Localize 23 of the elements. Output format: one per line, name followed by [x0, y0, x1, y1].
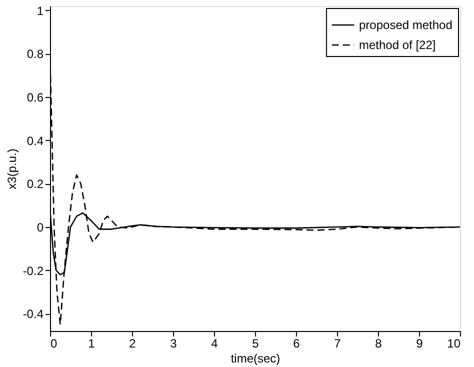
y-axis-title: x3(p.u.): [4, 148, 19, 190]
y-tick-label: 0.8: [26, 47, 44, 62]
x-tick-label: 9: [416, 336, 424, 350]
x-tick-label: 2: [129, 336, 136, 350]
x-axis-title: time(sec): [230, 352, 280, 366]
x-tick-label: 5: [252, 336, 260, 350]
x-tick-label: 6: [293, 336, 300, 350]
x-tick-label: 8: [375, 336, 382, 350]
x-tick-label: 3: [170, 336, 178, 350]
x-tick-label: 10: [447, 336, 461, 350]
x-tick-label: 0: [50, 336, 58, 350]
x-tick-label: 4: [211, 336, 218, 350]
x-tick-label: 1: [88, 336, 96, 350]
y-tick-label: -0.4: [22, 307, 44, 322]
y-tick-label: 1: [36, 4, 44, 18]
y-tick-label: 0: [36, 220, 44, 234]
legend-label: proposed method: [359, 18, 452, 32]
y-tick-label: 0.4: [26, 134, 44, 148]
legend-label: method of [22]: [359, 38, 436, 52]
y-tick-label: 0.2: [26, 177, 44, 192]
x-tick-label: 7: [334, 336, 342, 350]
y-tick-label: 0.6: [26, 90, 44, 104]
y-tick-label: -0.2: [22, 264, 44, 278]
